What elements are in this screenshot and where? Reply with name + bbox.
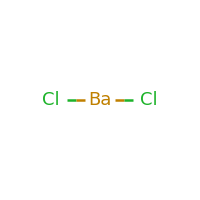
Text: Ba: Ba: [88, 91, 112, 109]
Text: Cl: Cl: [42, 91, 60, 109]
Text: Cl: Cl: [140, 91, 158, 109]
